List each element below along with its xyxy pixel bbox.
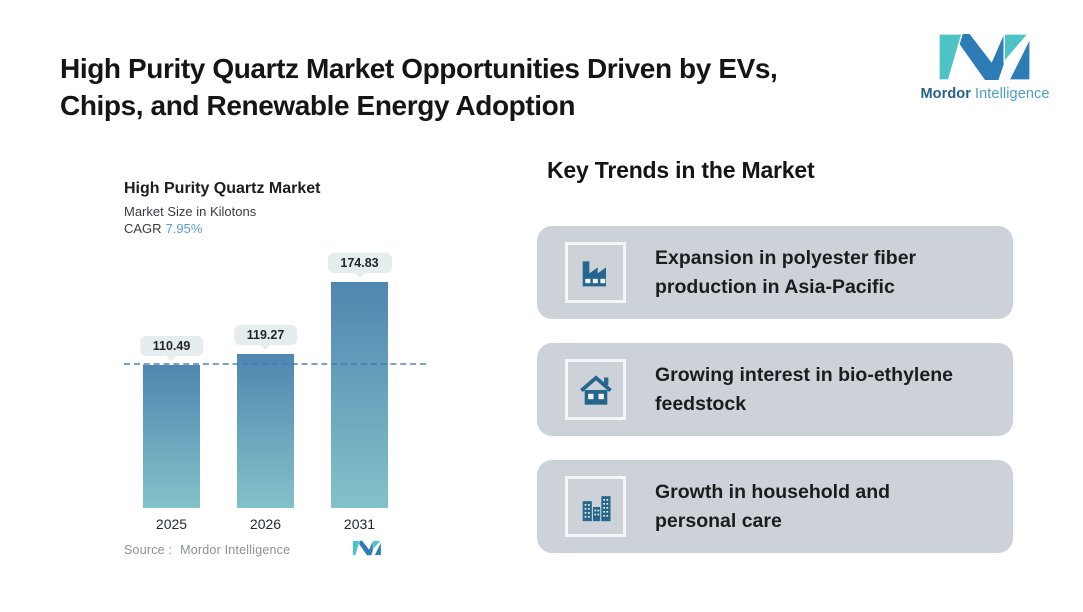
- bar-2026: 119.27 2026: [233, 325, 298, 532]
- trend-card-text: Growing interest in bio-ethylene feedsto…: [655, 361, 953, 418]
- bar-value-label: 110.49: [139, 336, 204, 356]
- page-title-line2: Chips, and Renewable Energy Adoption: [60, 90, 576, 121]
- trend-text-line1: Growing interest in bio-ethylene: [655, 364, 953, 386]
- brand-logo-text: Mordor Intelligence: [920, 86, 1049, 102]
- trend-text-line2: feedstock: [655, 392, 747, 415]
- mordor-logo-icon: [938, 33, 1031, 81]
- house-icon: [579, 374, 612, 405]
- bar-value-label: 174.83: [327, 253, 392, 273]
- cagr-value: 7.95%: [165, 221, 203, 236]
- source-value: Mordor Intelligence: [180, 543, 291, 557]
- bar-value-label: 119.27: [233, 325, 298, 345]
- brand-name-bold: Mordor: [920, 86, 971, 102]
- chart-subtitle: Market Size in Kilotons: [124, 204, 257, 219]
- buildings-icon: [582, 495, 610, 521]
- trend-text-line1: Growth in household and: [655, 481, 891, 503]
- source-line: Source : Mordor Intelligence: [124, 543, 290, 557]
- x-axis-label: 2025: [155, 516, 188, 532]
- trend-card-bioethylene: Growing interest in bio-ethylene feedsto…: [537, 343, 1013, 436]
- source-label: Source :: [124, 543, 173, 557]
- mordor-logo-mini-icon: [352, 540, 382, 556]
- bar-2025: 110.49 2025: [139, 336, 204, 532]
- x-axis-label: 2031: [343, 516, 376, 532]
- chart-title: High Purity Quartz Market: [124, 180, 321, 197]
- trend-card-household: Growth in household and personal care: [537, 460, 1013, 553]
- brand-logo: Mordor Intelligence: [915, 32, 1055, 102]
- bar-plot: 110.49 2025 119.27 2026 174.83 2031: [120, 253, 440, 532]
- x-axis-label: 2026: [249, 516, 282, 532]
- trend-text-line1: Expansion in polyester fiber: [655, 247, 917, 269]
- trend-card-text: Expansion in polyester fiber production …: [655, 244, 916, 301]
- trend-card-icon-box: [565, 476, 626, 537]
- trend-card-icon-box: [565, 359, 626, 420]
- trends-heading: Key Trends in the Market: [547, 157, 815, 183]
- trend-card-text: Growth in household and personal care: [655, 478, 890, 535]
- chart-cagr: CAGR 7.95%: [124, 221, 202, 236]
- page-title-line1: High Purity Quartz Market Opportunities …: [60, 53, 778, 84]
- bar-2031: 174.83 2031: [327, 253, 392, 532]
- page-title: High Purity Quartz Market Opportunities …: [60, 50, 860, 124]
- reference-dashed-line: [124, 363, 426, 365]
- trend-card-icon-box: [565, 242, 626, 303]
- trend-text-line2: production in Asia-Pacific: [655, 275, 895, 298]
- cagr-label: CAGR: [124, 221, 162, 236]
- trend-card-polyester: Expansion in polyester fiber production …: [537, 226, 1013, 319]
- factory-icon: [582, 260, 606, 286]
- trend-text-line2: personal care: [655, 509, 782, 532]
- brand-name-light: Intelligence: [974, 86, 1050, 102]
